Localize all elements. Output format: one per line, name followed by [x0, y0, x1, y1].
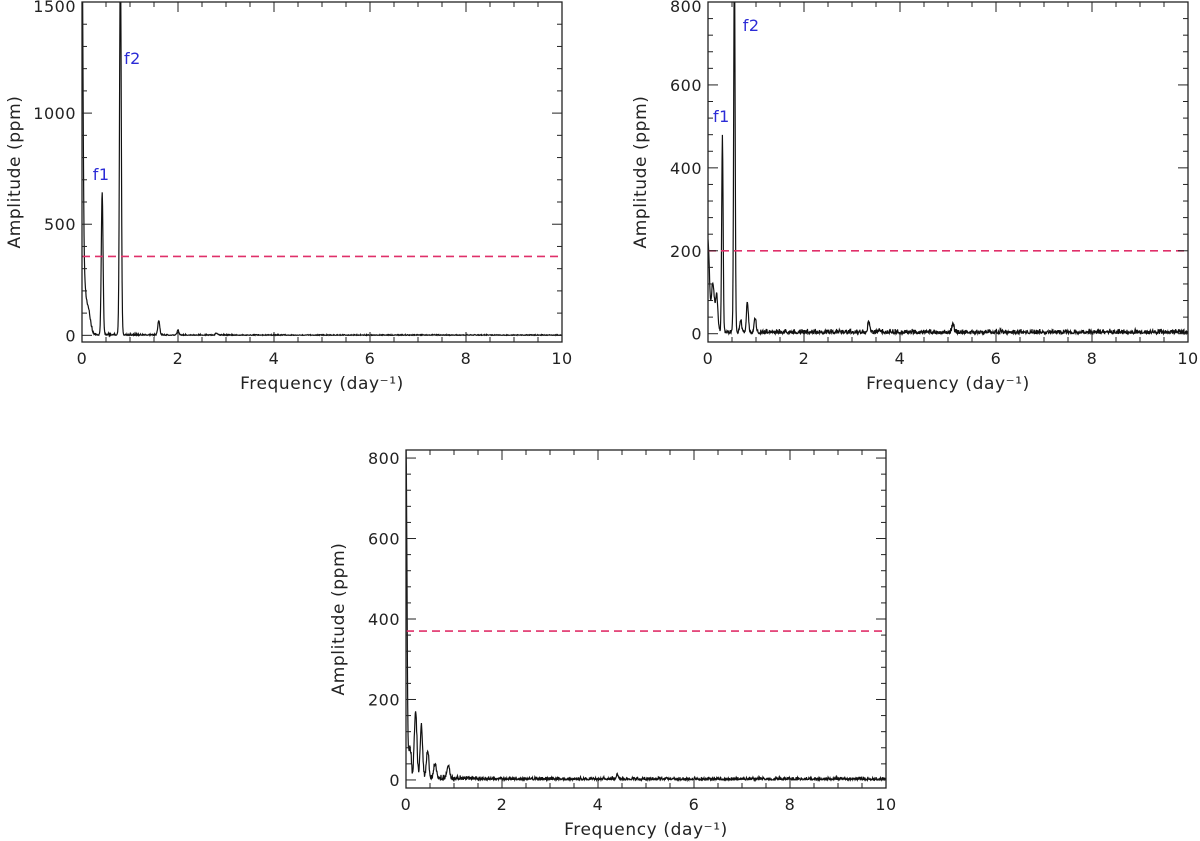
plot-frame — [81, 1, 563, 343]
y-tick-label: 600 — [670, 76, 702, 95]
x-tick-label: 8 — [785, 795, 796, 814]
x-tick-label: 6 — [991, 349, 1002, 368]
periodogram-line — [82, 2, 562, 338]
x-tick-label: 0 — [703, 349, 714, 368]
x-tick-label: 4 — [895, 349, 906, 368]
y-tick-label: 0 — [389, 771, 400, 790]
y-tick-label: 200 — [368, 690, 400, 709]
panel-bottom: 0 2 4 6 8 10 0 200 400 600 800 Frequency (day⁻¹) Amp… — [329, 449, 896, 840]
x-tick-label: 10 — [875, 795, 896, 814]
peak-label-f2: f2 — [124, 49, 141, 68]
x-tick-label: 0 — [77, 349, 88, 368]
y-tick-label: 200 — [670, 242, 702, 261]
x-axis-label: Frequency (day⁻¹) — [564, 820, 728, 840]
x-tick-label: 4 — [269, 349, 280, 368]
x-tick-label: 2 — [799, 349, 810, 368]
y-tick-label: 1000 — [33, 104, 76, 123]
x-tick-label: 0 — [401, 795, 412, 814]
y-tick-label: 0 — [65, 326, 76, 345]
panel-top-left: 0 2 4 6 8 10 0 500 1000 1500 Frequency (day⁻¹) Ampl… — [5, 0, 572, 394]
x-tick-label: 4 — [593, 795, 604, 814]
x-tick-label: 8 — [1087, 349, 1098, 368]
y-tick-label: 1500 — [33, 0, 76, 16]
x-tick-label: 2 — [497, 795, 508, 814]
y-axis-label: Amplitude (ppm) — [329, 543, 349, 696]
y-tick-label: 600 — [368, 530, 400, 549]
panel-top-right: 0 2 4 6 8 10 0 200 400 600 800 Frequency (day⁻¹) Amp… — [631, 0, 1198, 394]
y-tick-label: 400 — [368, 610, 400, 629]
x-tick-label: 2 — [173, 349, 184, 368]
periodogram-line — [406, 450, 886, 783]
x-axis-label: Frequency (day⁻¹) — [866, 374, 1030, 394]
x-tick-label: 8 — [461, 349, 472, 368]
peak-label-f1: f1 — [713, 107, 730, 126]
y-axis-label: Amplitude (ppm) — [5, 96, 25, 249]
periodogram-line — [708, 2, 1188, 337]
y-tick-label: 400 — [670, 159, 702, 178]
x-tick-label: 6 — [365, 349, 376, 368]
y-tick-label: 500 — [44, 215, 76, 234]
x-tick-label: 10 — [551, 349, 572, 368]
plot-frame — [707, 1, 1189, 343]
y-tick-label: 800 — [670, 0, 702, 16]
x-tick-label: 6 — [689, 795, 700, 814]
y-tick-label: 800 — [368, 449, 400, 468]
peak-label-f1: f1 — [93, 165, 110, 184]
peak-label-f2: f2 — [743, 16, 760, 35]
x-axis-label: Frequency (day⁻¹) — [240, 374, 404, 394]
x-tick-label: 10 — [1177, 349, 1198, 368]
plot-frame — [405, 449, 887, 789]
y-tick-label: 0 — [691, 325, 702, 344]
y-axis-label: Amplitude (ppm) — [631, 96, 651, 249]
